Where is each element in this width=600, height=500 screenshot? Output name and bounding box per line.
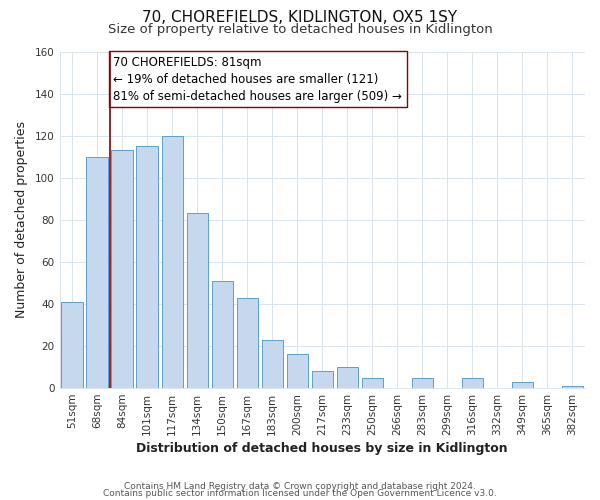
Bar — [161, 136, 183, 388]
Text: Contains HM Land Registry data © Crown copyright and database right 2024.: Contains HM Land Registry data © Crown c… — [124, 482, 476, 491]
Bar — [287, 354, 308, 388]
Text: 70 CHOREFIELDS: 81sqm
← 19% of detached houses are smaller (121)
81% of semi-det: 70 CHOREFIELDS: 81sqm ← 19% of detached … — [113, 56, 402, 102]
Bar — [112, 150, 133, 388]
Bar — [61, 302, 83, 388]
Bar — [362, 378, 383, 388]
Bar — [187, 214, 208, 388]
Bar — [136, 146, 158, 388]
X-axis label: Distribution of detached houses by size in Kidlington: Distribution of detached houses by size … — [136, 442, 508, 455]
Bar — [562, 386, 583, 388]
Bar — [86, 156, 108, 388]
Text: 70, CHOREFIELDS, KIDLINGTON, OX5 1SY: 70, CHOREFIELDS, KIDLINGTON, OX5 1SY — [142, 10, 458, 25]
Bar — [236, 298, 258, 388]
Bar — [337, 367, 358, 388]
Bar — [311, 371, 333, 388]
Bar — [512, 382, 533, 388]
Text: Contains public sector information licensed under the Open Government Licence v3: Contains public sector information licen… — [103, 488, 497, 498]
Y-axis label: Number of detached properties: Number of detached properties — [15, 122, 28, 318]
Bar — [212, 281, 233, 388]
Bar — [412, 378, 433, 388]
Bar — [262, 340, 283, 388]
Bar — [462, 378, 483, 388]
Text: Size of property relative to detached houses in Kidlington: Size of property relative to detached ho… — [107, 22, 493, 36]
